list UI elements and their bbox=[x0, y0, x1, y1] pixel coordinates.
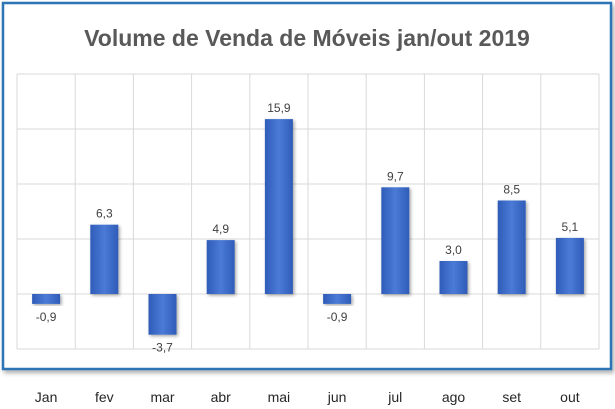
data-label-set: 8,5 bbox=[503, 183, 520, 197]
data-label-ago: 3,0 bbox=[445, 243, 462, 257]
data-label-out: 5,1 bbox=[562, 220, 579, 234]
data-labels: -0,9 6,3 -3,7 4,9 15,9 -0,9 9,7 3,0 8,5 5,1 bbox=[36, 101, 579, 355]
bar-fev bbox=[90, 224, 119, 294]
bar-ago bbox=[439, 261, 468, 294]
data-label-fev: 6,3 bbox=[96, 207, 113, 221]
bar-out bbox=[555, 237, 584, 294]
bars bbox=[32, 119, 584, 335]
chart-title: Volume de Venda de Móveis jan/out 2019 bbox=[84, 25, 530, 51]
bar-jul bbox=[381, 187, 410, 294]
bar-set bbox=[497, 200, 526, 294]
x-tick-out: out bbox=[560, 389, 580, 405]
chart-frame bbox=[1, 1, 613, 371]
data-label-mai: 15,9 bbox=[267, 101, 291, 115]
data-label-jun: -0,9 bbox=[327, 310, 348, 324]
bar-mar bbox=[148, 294, 177, 335]
bar-jun bbox=[323, 294, 352, 304]
x-tick-fev: fev bbox=[95, 389, 114, 405]
bar-abr bbox=[206, 240, 235, 294]
bar-mai bbox=[264, 119, 293, 294]
x-tick-mai: mai bbox=[268, 389, 291, 405]
data-label-jul: 9,7 bbox=[387, 169, 404, 183]
x-tick-jan: Jan bbox=[35, 389, 58, 405]
bar-jan bbox=[32, 294, 61, 304]
data-label-mar: -3,7 bbox=[152, 341, 173, 355]
x-tick-labels: Jan fev mar abr mai jun jul ago set out bbox=[35, 389, 580, 405]
x-tick-jun: jun bbox=[327, 389, 347, 405]
x-tick-mar: mar bbox=[150, 389, 174, 405]
x-tick-set: set bbox=[502, 389, 521, 405]
x-tick-jul: jul bbox=[387, 389, 402, 405]
data-label-abr: 4,9 bbox=[212, 222, 229, 236]
x-tick-ago: ago bbox=[442, 389, 466, 405]
x-tick-abr: abr bbox=[211, 389, 232, 405]
data-label-jan: -0,9 bbox=[36, 310, 57, 324]
